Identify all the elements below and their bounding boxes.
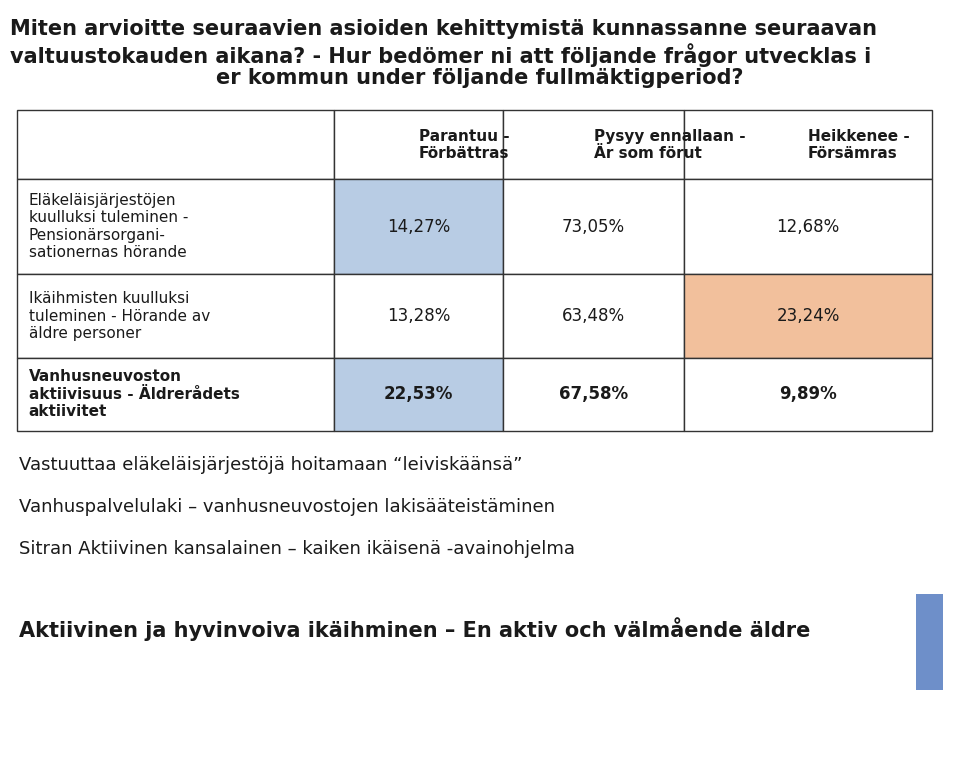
Bar [334, 274, 503, 358]
Text: 13,28%: 13,28% [386, 307, 451, 325]
Text: 23,24%: 23,24% [776, 307, 840, 325]
Text: 9,89%: 9,89% [779, 386, 837, 403]
Bar [17, 358, 334, 431]
Text: 73,05%: 73,05% [562, 218, 625, 235]
Bar [503, 110, 684, 179]
Text: Heikkenee -
Försämras: Heikkenee - Försämras [807, 129, 910, 161]
Text: 12,68%: 12,68% [777, 218, 839, 235]
Text: Aktiivinen ja hyvinvoiva ikäihminen – En aktiv och välmående äldre: Aktiivinen ja hyvinvoiva ikäihminen – En… [19, 616, 810, 641]
Bar [334, 179, 503, 274]
Bar [684, 110, 932, 179]
Bar [334, 358, 503, 431]
Text: Vanhusneuvoston
aktiivisuus - Äldrerådets
aktiivitet: Vanhusneuvoston aktiivisuus - Äldrerådet… [29, 370, 240, 419]
Text: 14,27%: 14,27% [387, 218, 450, 235]
Text: er kommun under följande fullmäktigperiod?: er kommun under följande fullmäktigperio… [216, 68, 743, 88]
Bar [334, 110, 503, 179]
Text: 63,48%: 63,48% [562, 307, 625, 325]
Bar [684, 358, 932, 431]
Text: Miten arvioitte seuraavien asioiden kehittymistä kunnassanne seuraavan: Miten arvioitte seuraavien asioiden kehi… [10, 19, 877, 39]
Text: Pysyy ennallaan -
Är som förut: Pysyy ennallaan - Är som förut [594, 129, 745, 161]
Text: Ikäihmisten kuulluksi
tuleminen - Hörande av
äldre personer: Ikäihmisten kuulluksi tuleminen - Hörand… [29, 291, 210, 341]
Text: Parantuu -
Förbättras: Parantuu - Förbättras [418, 129, 509, 161]
Bar [503, 274, 684, 358]
Bar [17, 179, 334, 274]
Text: Sitran Aktiivinen kansalainen – kaiken ikäisenä -avainohjelma: Sitran Aktiivinen kansalainen – kaiken i… [19, 539, 575, 558]
Text: Vanhuspalvelulaki – vanhusneuvostojen lakisääteistäminen: Vanhuspalvelulaki – vanhusneuvostojen la… [19, 498, 555, 516]
Text: valtuustokauden aikana? - Hur bedömer ni att följande frågor utvecklas i: valtuustokauden aikana? - Hur bedömer ni… [10, 43, 871, 67]
Text: Eläkeläisjärjestöjen
kuulluksi tuleminen -
Pensionärsorgani-
sationernas hörande: Eläkeläisjärjestöjen kuulluksi tuleminen… [29, 193, 188, 261]
Bar [503, 179, 684, 274]
Bar [916, 594, 943, 690]
Bar [17, 110, 334, 179]
Text: Vastuuttaa eläkeläisjärjestöjä hoitamaan “leiviskäänsä”: Vastuuttaa eläkeläisjärjestöjä hoitamaan… [19, 456, 523, 474]
Text: 22,53%: 22,53% [384, 386, 454, 403]
Bar [503, 358, 684, 431]
Bar [684, 179, 932, 274]
Bar [684, 274, 932, 358]
Text: 67,58%: 67,58% [559, 386, 628, 403]
Bar [17, 274, 334, 358]
